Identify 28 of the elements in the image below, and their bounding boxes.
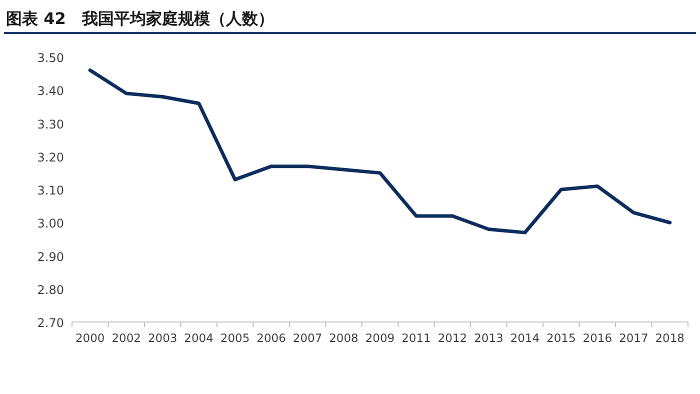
x-tick-label: 2007: [292, 331, 322, 345]
x-tick-label: 2008: [329, 331, 358, 345]
y-tick-label: 3.00: [37, 216, 64, 231]
x-tick-label: 2006: [256, 331, 286, 345]
x-tick-label: 2012: [438, 331, 468, 345]
y-tick-label: 2.70: [37, 316, 64, 330]
x-tick-label: 2009: [365, 331, 395, 345]
x-tick-label: 2002: [112, 331, 141, 345]
y-tick-label: 3.40: [37, 84, 64, 98]
x-tick-label: 2017: [619, 331, 648, 345]
y-tick-label: 3.20: [37, 150, 64, 164]
y-tick-label: 2.80: [37, 282, 64, 297]
x-tick-label: 2011: [402, 331, 431, 345]
x-tick-label: 2014: [510, 331, 540, 345]
y-tick-label: 3.30: [37, 117, 64, 132]
y-tick-label: 3.50: [37, 51, 64, 65]
x-tick-label: 2005: [220, 331, 250, 345]
x-tick-label: 2015: [546, 331, 576, 345]
x-tick-label: 2000: [75, 331, 105, 345]
y-tick-label: 2.90: [37, 250, 64, 264]
x-tick-label: 2004: [184, 331, 214, 345]
chart-title: 图表 42 我国平均家庭规模（人数）: [6, 9, 274, 28]
line-series: [88, 68, 672, 234]
x-tick-label: 2003: [148, 331, 178, 345]
x-tick-label: 2016: [582, 331, 612, 345]
x-tick-label: 2013: [474, 331, 504, 345]
x-tick-label: 2018: [655, 331, 685, 345]
y-tick-label: 3.10: [37, 184, 64, 198]
